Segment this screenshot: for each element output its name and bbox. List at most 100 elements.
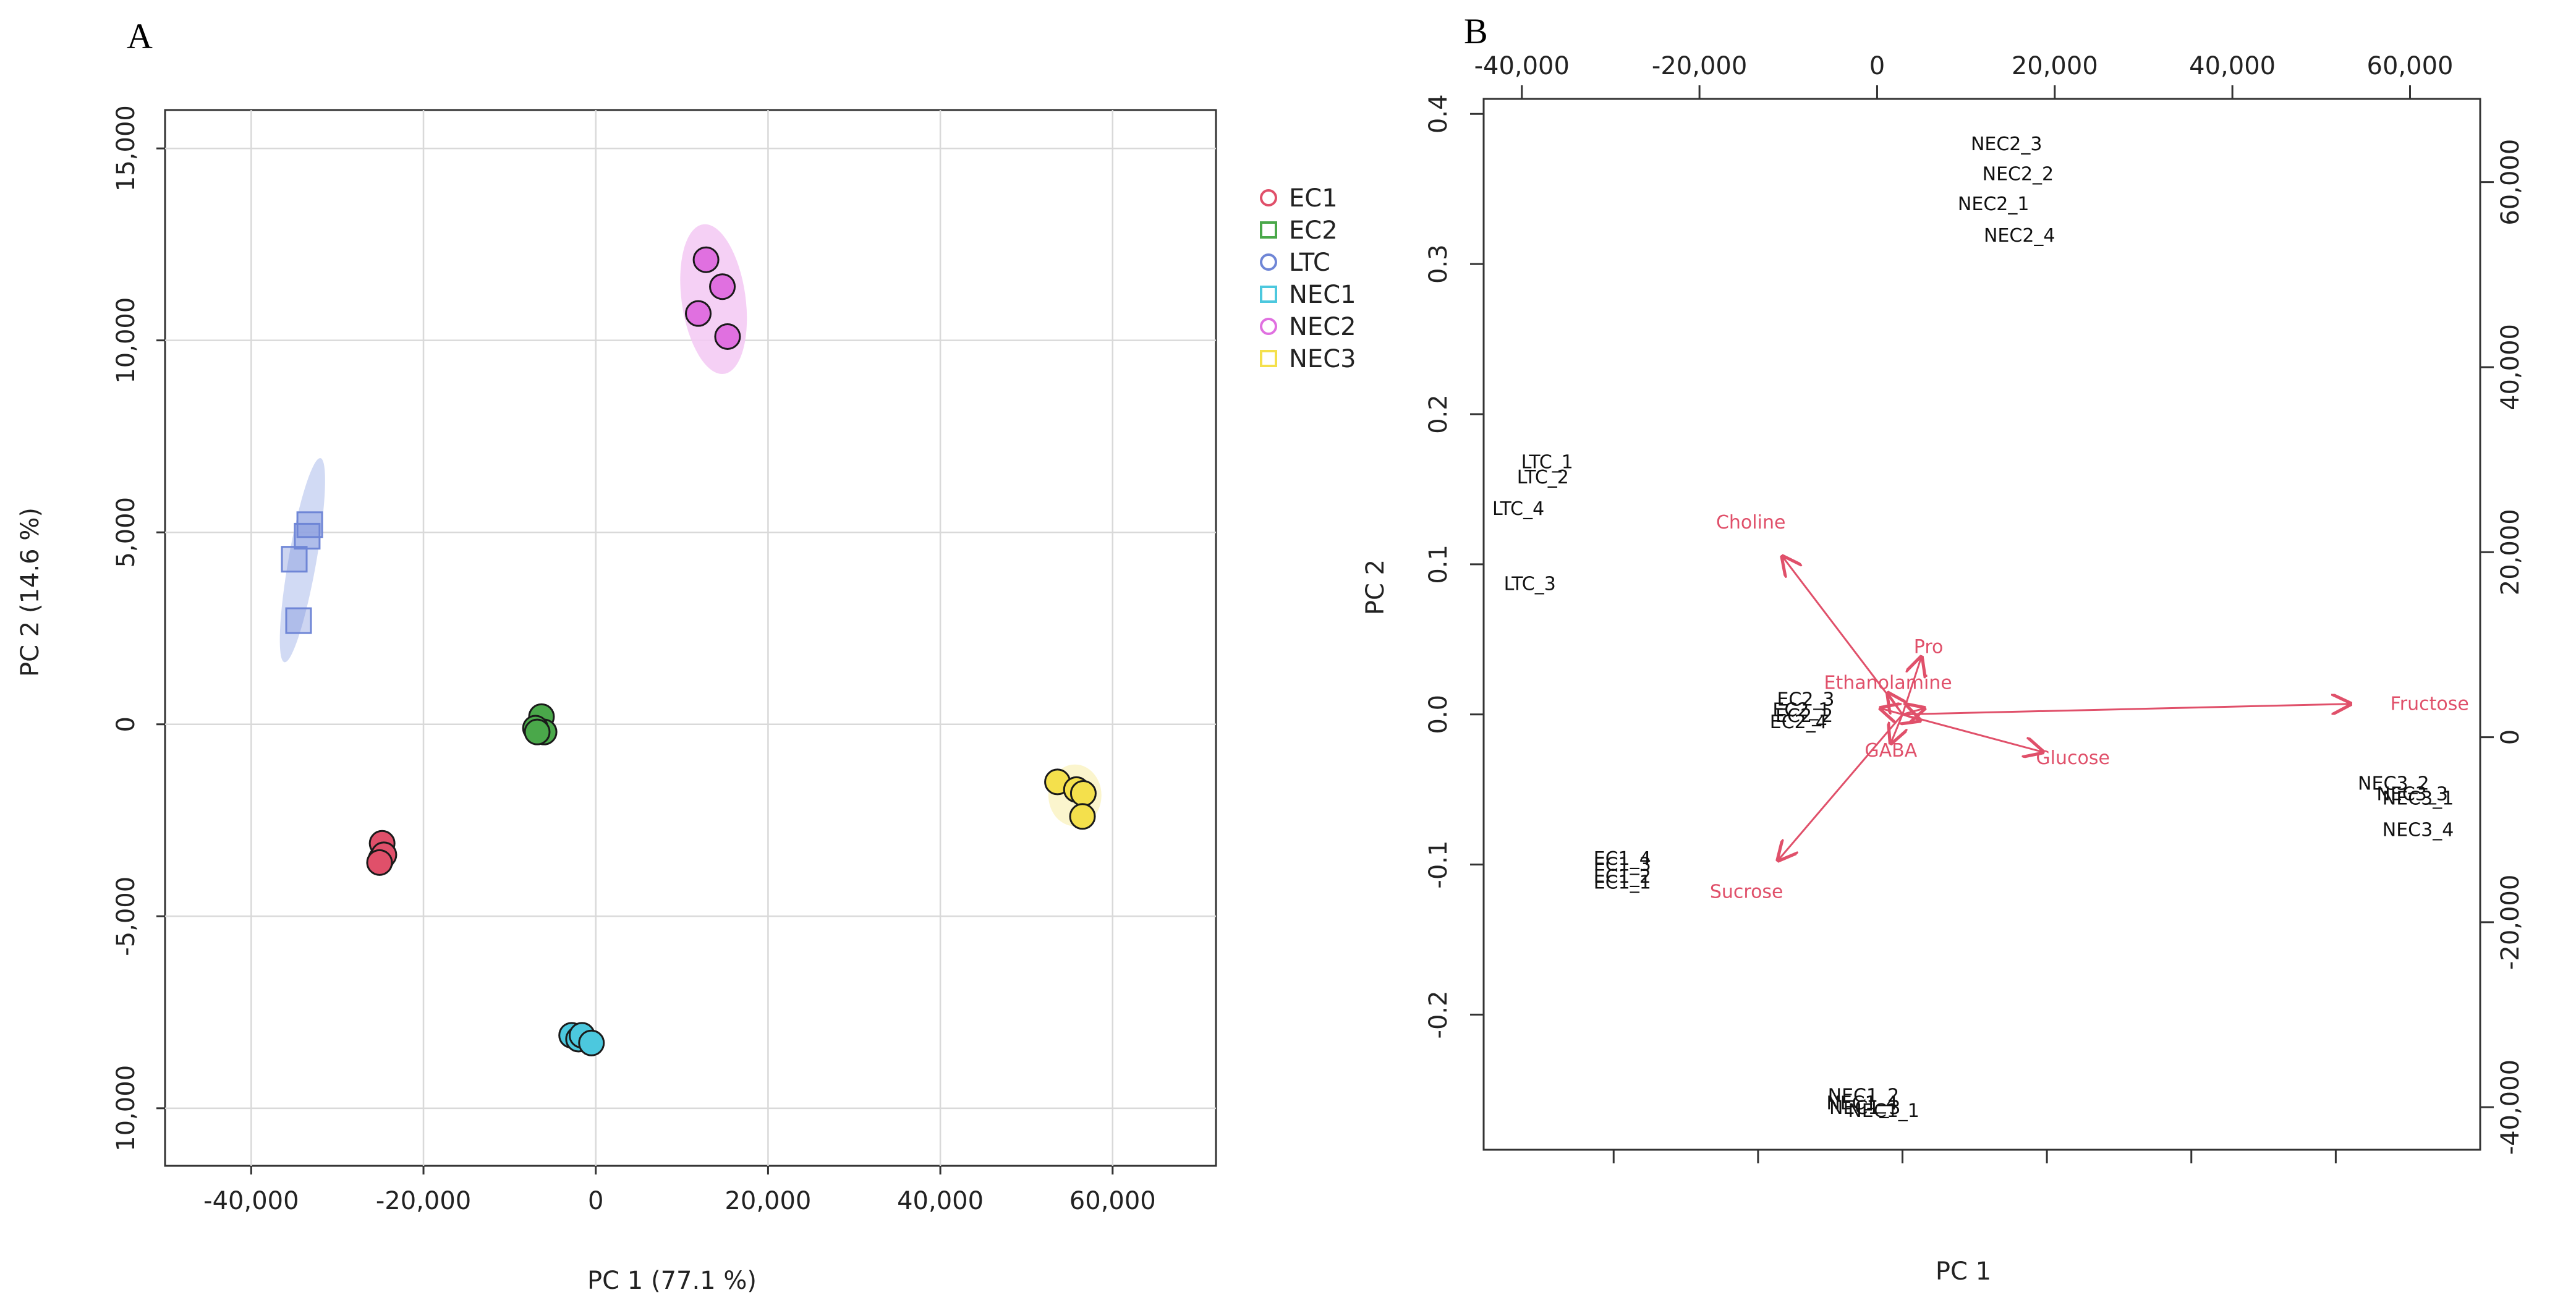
panel-a-grid	[165, 110, 1216, 1166]
point-nec1-4	[578, 1029, 605, 1056]
top-tick-label-3: 20,000	[2012, 52, 2098, 80]
observation-label-nec3-3: NEC3_3	[2376, 783, 2448, 805]
legend-marker-nec2	[1260, 318, 1277, 335]
panel-b-biplot: B Choline Pro Ethanolamine Fructose Glucose G…	[1361, 11, 2525, 1286]
top-tick-label-2: 0	[1869, 52, 1885, 80]
point-nec3-4	[1069, 803, 1096, 830]
observation-label-ec1-1: EC1_1	[1594, 872, 1651, 894]
legend-item-ec1: EC1	[1260, 184, 1338, 213]
legend-item-nec3: NEC3	[1260, 345, 1356, 373]
loading-label-pro: Pro	[1914, 636, 1944, 658]
point-nec2-2	[709, 273, 736, 300]
observation-label-ltc-2: LTC_2	[1517, 467, 1569, 488]
legend-label-nec2: NEC2	[1289, 313, 1356, 341]
legend-label-ec1: EC1	[1289, 184, 1338, 213]
y-tick-label-2: 5,000	[112, 497, 140, 568]
panel-a-x-axis-title: PC 1 (77.1 %)	[587, 1267, 757, 1295]
left-tick-label-1: 0.3	[1424, 244, 1453, 284]
observation-label-ec2-2: EC2_2	[1775, 705, 1833, 727]
point-ec2-4	[524, 718, 551, 745]
top-tick-label-4: 40,000	[2189, 52, 2276, 80]
legend-label-ec2: EC2	[1289, 216, 1338, 245]
panel-b-frame	[1482, 98, 2481, 1151]
loading-label-sucrose: Sucrose	[1710, 881, 1783, 902]
observation-label-ec2-4: EC2_4	[1770, 711, 1827, 733]
panel-a-legend: EC1 EC2 LTC NEC1 NEC2 NEC3	[1260, 184, 1356, 373]
point-ltc-4	[296, 511, 323, 538]
ellipse-ltc	[279, 458, 325, 663]
left-tick-label-5: -0.1	[1424, 841, 1453, 889]
panel-b-left-ticks: 0.4 0.3 0.2 0.1 0.0 -0.1 -0.2	[1424, 94, 1484, 1038]
legend-label-nec3: NEC3	[1289, 345, 1356, 373]
legend-item-ltc: LTC	[1260, 248, 1330, 277]
left-tick-label-2: 0.2	[1424, 394, 1453, 434]
observation-label-nec1-3: NEC1_3	[1829, 1097, 1901, 1119]
panel-a-data-points	[281, 246, 1097, 1056]
observation-label-nec3-1: NEC3_1	[2383, 788, 2454, 810]
legend-marker-ec2	[1260, 221, 1277, 239]
left-tick-label-4: 0.0	[1424, 695, 1453, 734]
observation-label-nec2-4: NEC2_4	[1984, 225, 2055, 247]
y-tick-label-4: -5,000	[112, 877, 140, 956]
observation-label-nec2-2: NEC2_2	[1983, 163, 2054, 185]
panel-a-x-ticks: -40,000 -20,000 0 20,000 40,000 60,000	[203, 1166, 1156, 1215]
panel-b-label: B	[1464, 11, 1488, 51]
panel-a-y-ticks: 15,000 10,000 5,000 0 -5,000 10,000	[112, 105, 165, 1152]
panel-a-scatter-plot: A -40,000 -20,000 0 20,000 40,000 60,000 15,0…	[16, 16, 1356, 1295]
x-tick-label-4: 40,000	[897, 1187, 984, 1215]
panel-a-label: A	[127, 16, 153, 56]
observation-label-nec1-1: NEC1_1	[1848, 1100, 1919, 1122]
y-tick-label-0: 15,000	[112, 105, 140, 192]
top-tick-label-1: -20,000	[1652, 52, 1747, 80]
x-tick-label-0: -40,000	[203, 1187, 299, 1215]
observation-label-nec2-1: NEC2_1	[1958, 193, 2030, 215]
right-tick-label-5: -40,000	[2496, 1060, 2525, 1155]
x-tick-label-5: 60,000	[1069, 1187, 1156, 1215]
x-tick-label-3: 20,000	[725, 1187, 811, 1215]
legend-marker-nec1	[1260, 286, 1277, 303]
top-tick-label-0: -40,000	[1474, 52, 1570, 80]
observation-label-ec1-2: EC1_2	[1594, 866, 1651, 888]
loading-arrow-unlabeled-9	[1903, 715, 1920, 721]
right-tick-label-4: -20,000	[2496, 875, 2525, 970]
loading-label-gaba: GABA	[1864, 740, 1917, 762]
point-nec2-1	[692, 246, 720, 273]
right-tick-label-1: 40,000	[2496, 324, 2525, 410]
observation-label-nec1-2: NEC1_2	[1828, 1085, 1900, 1107]
panel-b-right-ticks: 60,000 40,000 20,000 0 -20,000 -40,000	[2480, 139, 2525, 1155]
loading-label-choline: Choline	[1716, 512, 1785, 533]
observation-label-ec2-3: EC2_3	[1777, 689, 1834, 710]
y-tick-label-3: 0	[112, 716, 140, 732]
observation-label-ec2-1: EC2_1	[1772, 699, 1830, 721]
right-tick-label-0: 60,000	[2496, 139, 2525, 226]
panel-a-frame	[164, 109, 1217, 1167]
observation-label-ltc-1: LTC_1	[1521, 452, 1573, 474]
right-tick-label-2: 20,000	[2496, 509, 2525, 595]
point-ltc-2	[285, 607, 312, 634]
loading-arrow-choline	[1783, 557, 1903, 715]
legend-marker-nec3	[1260, 350, 1277, 367]
observation-label-ltc-4: LTC_4	[1492, 498, 1544, 520]
loading-label-fructose: Fructose	[2391, 694, 2469, 715]
observation-label-ec1-4: EC1_4	[1594, 848, 1651, 870]
point-nec2-3	[685, 300, 712, 327]
left-tick-label-3: 0.1	[1424, 545, 1453, 584]
legend-label-ltc: LTC	[1289, 248, 1330, 277]
observation-label-ec1-3: EC1_3	[1594, 854, 1651, 876]
panel-a-y-axis-title: PC 2 (14.6 %)	[16, 507, 45, 677]
observation-label-nec3-4: NEC3_4	[2383, 820, 2454, 841]
point-nec2-4	[714, 323, 741, 350]
observation-label-nec1-4: NEC1_4	[1826, 1093, 1898, 1115]
right-tick-label-3: 0	[2496, 729, 2525, 745]
ellipse-nec2	[680, 224, 747, 375]
loading-arrow-sucrose	[1779, 713, 1903, 860]
loading-label-glucose: Glucose	[2036, 747, 2110, 769]
x-tick-label-1: -20,000	[376, 1187, 471, 1215]
legend-marker-ec1	[1260, 189, 1277, 206]
y-tick-label-1: 10,000	[112, 297, 140, 384]
legend-item-ec2: EC2	[1260, 216, 1338, 245]
point-ltc-1	[281, 546, 308, 573]
legend-marker-ltc	[1260, 253, 1277, 271]
left-tick-label-0: 0.4	[1424, 94, 1453, 134]
